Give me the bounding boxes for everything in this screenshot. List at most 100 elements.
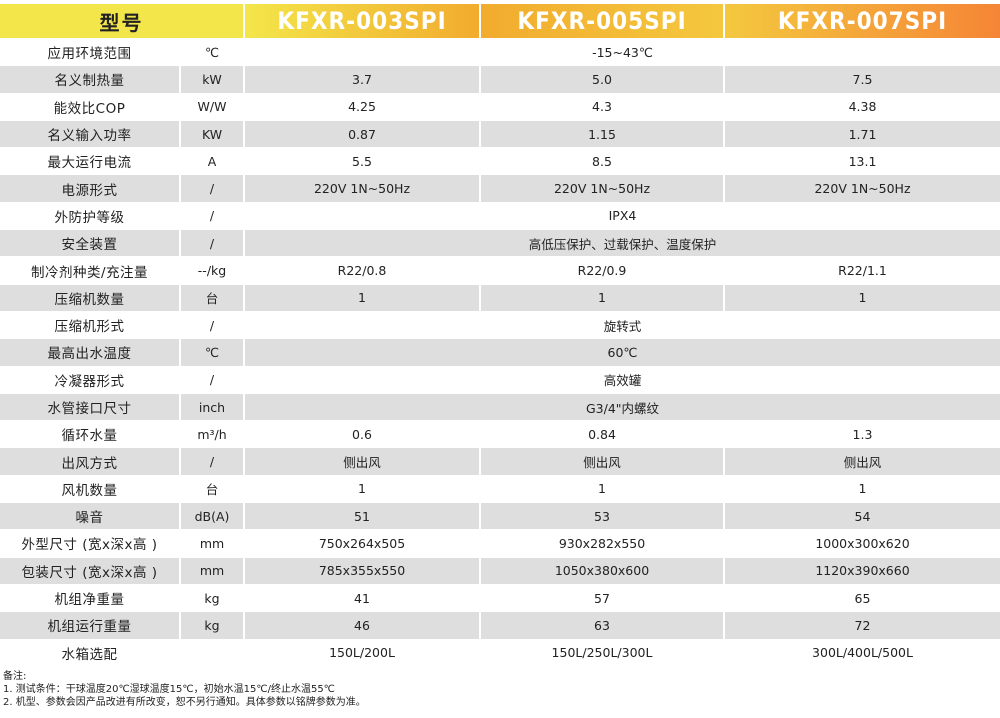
- spec-row: 外防护等级 / IPX4: [0, 201, 1000, 230]
- spec-table: 型号 KFXR-003SPI KFXR-005SPI KFXR-007SPI 应…: [0, 4, 1000, 666]
- spec-row: 包装尺寸 (宽x深x高 ) mm 785x355x550 1050x380x600 11…: [0, 556, 1000, 585]
- spec-name-cell: 水管接口尺寸: [0, 392, 180, 421]
- model-header-2: KFXR-005SPI: [479, 4, 724, 39]
- spec-value-cell: 150L/250L/300L: [479, 638, 724, 666]
- spec-row: 最高出水温度 ℃ 60℃: [0, 338, 1000, 367]
- spec-row: 最大运行电流 A 5.5 8.5 13.1: [0, 147, 1000, 175]
- spec-unit-cell: mm: [179, 556, 244, 585]
- spec-row: 应用环境范围 ℃ -15~43℃: [0, 37, 1000, 66]
- spec-name-cell: 循环水量: [0, 420, 180, 448]
- spec-name-cell: 水箱选配: [0, 638, 180, 666]
- spec-unit-cell: /: [179, 201, 244, 230]
- spec-value-cell: 220V 1N~50Hz: [243, 174, 480, 203]
- spec-value-cell: 930x282x550: [479, 529, 724, 558]
- note-line-2: 2. 机型、参数会因产品改进有所改变，恕不另行通知。具体参数以铭牌参数为准。: [3, 697, 366, 708]
- spec-value-cell: 4.25: [243, 92, 480, 121]
- spec-row: 制冷剂种类/充注量 --/kg R22/0.8 R22/0.9 R22/1.1: [0, 256, 1000, 285]
- spec-row: 压缩机数量台 1 1 1: [0, 283, 1000, 312]
- spec-unit-cell: kg: [179, 611, 244, 640]
- spec-value-cell: 7.5: [723, 65, 1000, 94]
- spec-name-cell: 压缩机数量: [0, 283, 180, 312]
- spec-name-cell: 机组运行重量: [0, 611, 180, 640]
- spec-value-cell: 51: [243, 502, 480, 530]
- spec-value-cell: 1: [479, 474, 724, 503]
- header-row: 型号 KFXR-003SPI KFXR-005SPI KFXR-007SPI: [0, 4, 1000, 39]
- spec-unit-cell: kg: [179, 583, 244, 612]
- spec-name-cell: 应用环境范围: [0, 37, 180, 66]
- spec-value-cell: 750x264x505: [243, 529, 480, 558]
- spec-unit-cell: inch: [179, 392, 244, 421]
- spec-body: 应用环境范围 ℃ -15~43℃ 名义制热量 kW 3.7 5.0 7.5 能效比COP W/W 4…: [0, 37, 1000, 666]
- spec-merged-value-cell: 高效罐: [243, 365, 1000, 394]
- spec-value-cell: R22/0.8: [243, 256, 480, 285]
- spec-row: 冷凝器形式 / 高效罐: [0, 365, 1000, 394]
- spec-merged-value-cell: 60℃: [243, 338, 1000, 367]
- spec-unit-cell: /: [179, 310, 244, 339]
- spec-value-cell: 1: [723, 283, 1000, 312]
- spec-unit-cell: ℃: [179, 37, 244, 66]
- spec-name-cell: 能效比COP: [0, 92, 180, 121]
- spec-unit-cell: /: [179, 365, 244, 394]
- spec-row: 安全装置 / 高低压保护、过载保护、温度保护: [0, 229, 1000, 257]
- spec-value-cell: 1120x390x660: [723, 556, 1000, 585]
- spec-unit-cell: W/W: [179, 92, 244, 121]
- spec-row: 电源形式/220V 1N~50Hz 220V 1N~50Hz 220V 1N~50H…: [0, 174, 1000, 203]
- spec-unit-cell: kW: [179, 65, 244, 94]
- model-header-1: KFXR-003SPI: [243, 4, 480, 39]
- model-label-header: 型号: [0, 4, 244, 39]
- spec-name-cell: 外防护等级: [0, 201, 180, 230]
- spec-value-cell: 53: [479, 502, 724, 530]
- spec-value-cell: 1.71: [723, 119, 1000, 148]
- spec-value-cell: 5.0: [479, 65, 724, 94]
- spec-unit-cell: dB(A): [179, 502, 244, 530]
- spec-row: 名义制热量 kW 3.7 5.0 7.5: [0, 65, 1000, 94]
- spec-row: 机组净重量 kg 41 57 65: [0, 583, 1000, 612]
- spec-value-cell: 1000x300x620: [723, 529, 1000, 558]
- spec-unit-cell: /: [179, 447, 244, 476]
- spec-unit-cell: ℃: [179, 338, 244, 367]
- spec-value-cell: 3.7: [243, 65, 480, 94]
- spec-name-cell: 安全装置: [0, 229, 180, 257]
- spec-name-cell: 最高出水温度: [0, 338, 180, 367]
- spec-value-cell: 46: [243, 611, 480, 640]
- spec-merged-value-cell: -15~43℃: [243, 37, 1000, 66]
- spec-value-cell: 57: [479, 583, 724, 612]
- spec-value-cell: 0.87: [243, 119, 480, 148]
- spec-name-cell: 电源形式: [0, 174, 180, 203]
- spec-name-cell: 出风方式: [0, 447, 180, 476]
- spec-value-cell: 0.6: [243, 420, 480, 448]
- spec-value-cell: 72: [723, 611, 1000, 640]
- spec-name-cell: 机组净重量: [0, 583, 180, 612]
- spec-name-cell: 最大运行电流: [0, 147, 180, 175]
- notes: 备注: 1. 测试条件：干球温度20℃湿球温度15℃，初始水温15℃/终止水温5…: [3, 670, 366, 709]
- spec-row: 风机数量台 1 1 1: [0, 474, 1000, 503]
- spec-value-cell: 8.5: [479, 147, 724, 175]
- spec-value-cell: 1050x380x600: [479, 556, 724, 585]
- spec-name-cell: 噪音: [0, 502, 180, 530]
- spec-unit-cell: KW: [179, 119, 244, 148]
- spec-value-cell: 300L/400L/500L: [723, 638, 1000, 666]
- spec-row: 循环水量 m³/h 0.6 0.84 1.3: [0, 420, 1000, 448]
- spec-value-cell: 侧出风: [723, 447, 1000, 476]
- spec-row: 压缩机形式 / 旋转式: [0, 310, 1000, 339]
- spec-value-cell: 4.38: [723, 92, 1000, 121]
- spec-value-cell: R22/1.1: [723, 256, 1000, 285]
- notes-title: 备注:: [3, 671, 27, 682]
- spec-value-cell: 65: [723, 583, 1000, 612]
- spec-value-cell: 1: [723, 474, 1000, 503]
- spec-name-cell: 风机数量: [0, 474, 180, 503]
- spec-value-cell: 150L/200L: [243, 638, 480, 666]
- spec-value-cell: 0.84: [479, 420, 724, 448]
- spec-merged-value-cell: IPX4: [243, 201, 1000, 230]
- spec-value-cell: 5.5: [243, 147, 480, 175]
- spec-row: 水管接口尺寸 inch G3/4"内螺纹: [0, 392, 1000, 421]
- spec-merged-value-cell: 高低压保护、过载保护、温度保护: [243, 229, 1000, 257]
- spec-name-cell: 名义输入功率: [0, 119, 180, 148]
- spec-name-cell: 压缩机形式: [0, 310, 180, 339]
- spec-name-cell: 冷凝器形式: [0, 365, 180, 394]
- spec-row: 能效比COP W/W 4.25 4.3 4.38: [0, 92, 1000, 121]
- spec-name-cell: 包装尺寸 (宽x深x高 ): [0, 556, 180, 585]
- spec-unit-cell: /: [179, 229, 244, 257]
- spec-merged-value-cell: 旋转式: [243, 310, 1000, 339]
- spec-row: 水箱选配 150L/200L 150L/250L/300L 300L/400L/500…: [0, 638, 1000, 666]
